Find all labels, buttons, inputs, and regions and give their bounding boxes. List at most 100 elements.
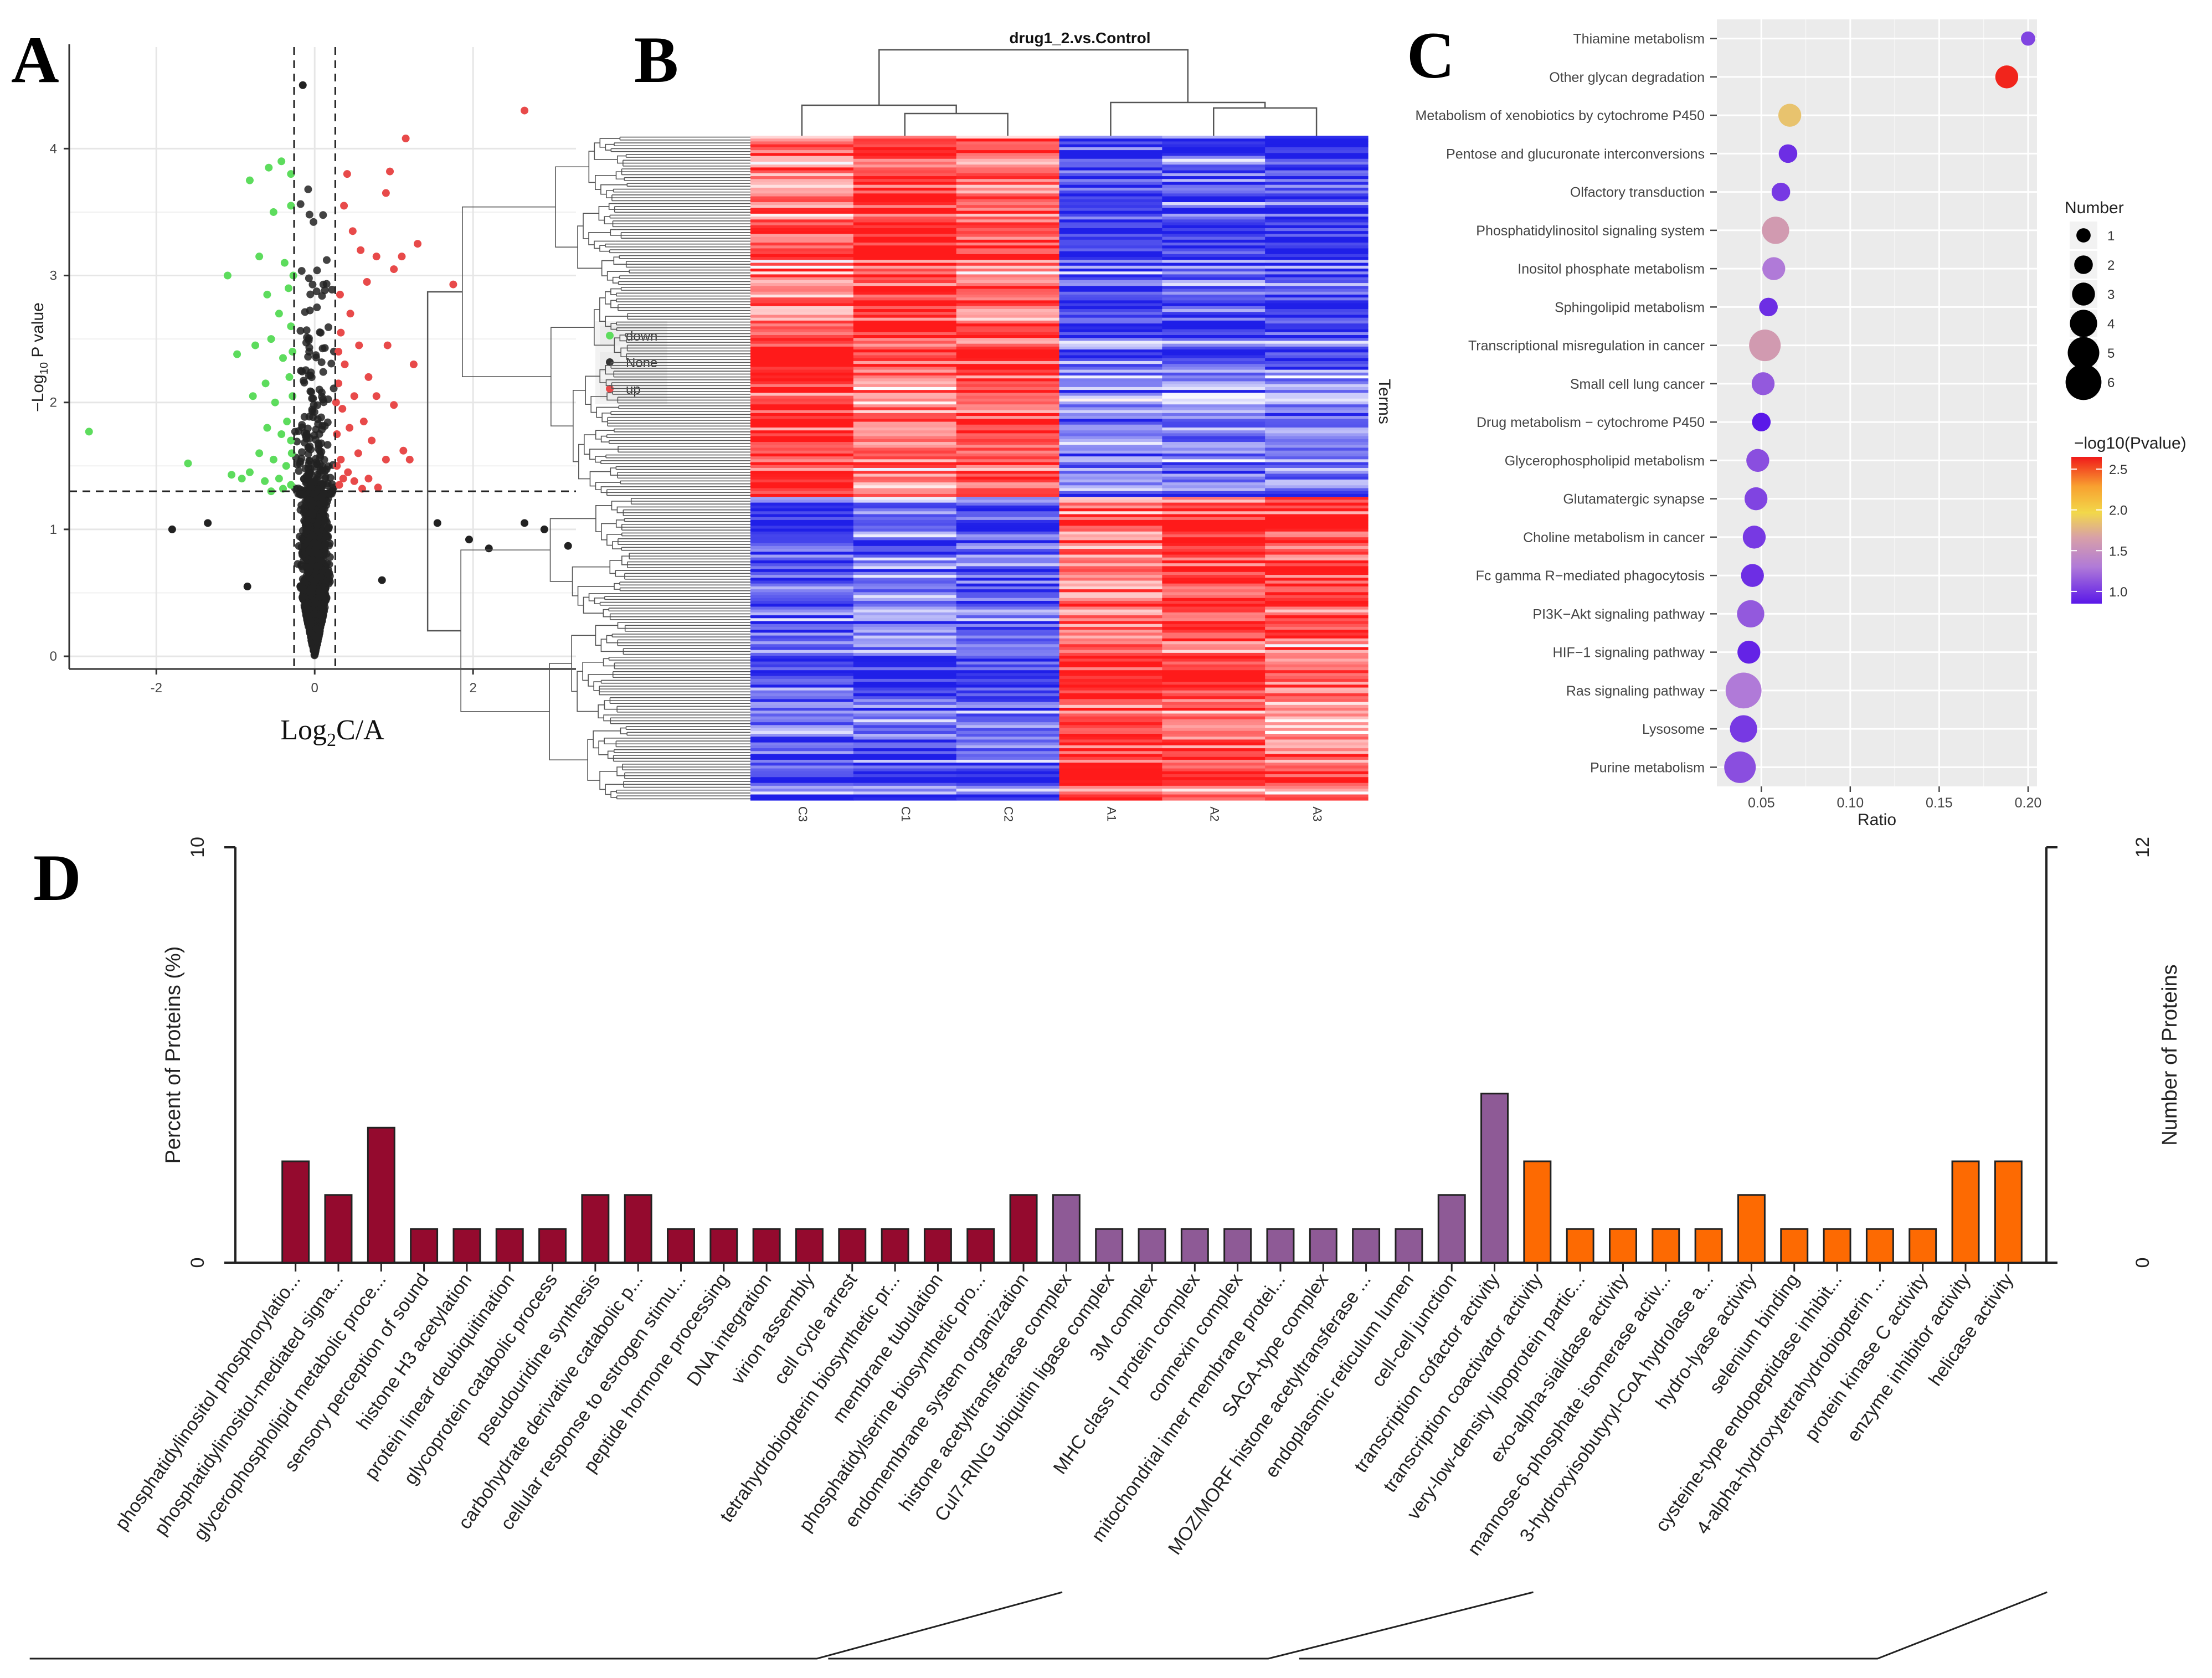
- heatmap-cell: [750, 777, 854, 781]
- heatmap-cell: [1265, 170, 1369, 174]
- heatmap-cell: [750, 765, 854, 769]
- heatmap-cell: [750, 243, 854, 246]
- volcano-point-none: [296, 327, 305, 335]
- heatmap-cell: [956, 540, 1060, 544]
- heatmap-cell: [1162, 167, 1266, 171]
- heatmap-cell: [1162, 372, 1266, 376]
- heatmap-cell: [1162, 453, 1266, 457]
- bar: [966, 1228, 995, 1264]
- heatmap-cell: [750, 228, 854, 231]
- heatmap-cell: [750, 618, 854, 622]
- heatmap-cell: [750, 161, 854, 165]
- bar: [1694, 1228, 1723, 1264]
- heatmap-cell: [853, 632, 957, 636]
- heatmap-cell: [1059, 488, 1162, 492]
- heatmap-cell: [1059, 210, 1162, 214]
- heatmap-cell: [1059, 511, 1162, 515]
- volcano-point-down: [269, 208, 277, 216]
- heatmap-cell: [956, 578, 1060, 581]
- row-dendrogram-branch: [572, 566, 610, 596]
- heatmap-cell: [1162, 228, 1266, 231]
- volcano-point-none: [300, 378, 308, 387]
- dot-plot-term-label: Fc gamma R−mediated phagocytosis: [1476, 568, 1705, 584]
- heatmap-cell: [956, 468, 1060, 471]
- heatmap-cell: [956, 297, 1060, 301]
- bar: [1609, 1228, 1637, 1264]
- volcano-point-up: [344, 468, 352, 476]
- heatmap-cell: [1265, 277, 1369, 281]
- heatmap-cell: [1059, 450, 1162, 454]
- heatmap-cell: [853, 445, 957, 449]
- row-dendrogram-branch: [621, 555, 630, 565]
- heatmap-cell: [1162, 575, 1266, 578]
- heatmap-cell: [956, 583, 1060, 587]
- heatmap-cell: [750, 560, 854, 564]
- heatmap-cell: [853, 352, 957, 356]
- heatmap-cell: [1162, 202, 1266, 205]
- heatmap-cell: [1162, 367, 1266, 370]
- heatmap-cell: [1059, 713, 1162, 717]
- heatmap-cell: [956, 508, 1060, 512]
- row-dendrogram-branch: [598, 740, 608, 755]
- heatmap-cell: [1162, 306, 1266, 310]
- dot-plot-term-label: Choline metabolism in cancer: [1523, 530, 1705, 545]
- heatmap-cell: [1162, 404, 1266, 408]
- heatmap-cell: [750, 763, 854, 766]
- heatmap-cell: [853, 626, 957, 630]
- heatmap-cell: [956, 384, 1060, 388]
- heatmap-cell: [956, 320, 1060, 324]
- heatmap-cell: [750, 456, 854, 460]
- heatmap-cell: [853, 604, 957, 608]
- heatmap-cell: [1265, 589, 1369, 593]
- heatmap-cell: [1059, 317, 1162, 321]
- heatmap-cell: [1059, 433, 1162, 437]
- volcano-point-none: [319, 211, 327, 219]
- heatmap-cell: [853, 543, 957, 547]
- volcano-point-none: [305, 460, 313, 468]
- heatmap-cell: [1162, 514, 1266, 518]
- heatmap-cell: [1162, 402, 1266, 405]
- heatmap-cell: [1265, 569, 1369, 573]
- volcano-point-none: [306, 306, 314, 315]
- heatmap-cell: [1162, 158, 1266, 162]
- heatmap-cell: [1162, 650, 1266, 653]
- heatmap-cell: [956, 765, 1060, 769]
- heatmap-cell: [853, 372, 957, 376]
- heatmap-cell: [1059, 225, 1162, 229]
- heatmap-cell: [750, 395, 854, 399]
- heatmap-cell: [1059, 332, 1162, 336]
- heatmap-cell: [1059, 199, 1162, 203]
- heatmap-cell: [956, 618, 1060, 622]
- heatmap-cell: [1265, 745, 1369, 749]
- heatmap-cell: [750, 184, 854, 188]
- heatmap-cell: [1059, 459, 1162, 463]
- heatmap-cell: [853, 511, 957, 515]
- heatmap-cell: [1265, 473, 1369, 477]
- heatmap-cell: [750, 312, 854, 316]
- heatmap-cell: [1059, 476, 1162, 480]
- heatmap-cell: [750, 647, 854, 651]
- heatmap-cell: [750, 734, 854, 737]
- row-dendrogram-branch: [600, 435, 609, 442]
- heatmap-cell: [956, 251, 1060, 255]
- heatmap-cell: [1162, 734, 1266, 737]
- heatmap-cell: [750, 523, 854, 526]
- volcano-point-up: [337, 328, 345, 337]
- heatmap-cell: [956, 759, 1060, 763]
- heatmap-cell: [853, 641, 957, 645]
- heatmap-cell: [956, 450, 1060, 454]
- heatmap-cell: [956, 704, 1060, 708]
- heatmap-cell: [1059, 191, 1162, 194]
- volcano-point-none: [307, 533, 315, 541]
- heatmap-cell: [1265, 797, 1369, 801]
- heatmap-cell: [1162, 156, 1266, 159]
- bar-right-tick-label: 12: [2132, 837, 2153, 858]
- heatmap-cell: [1059, 598, 1162, 601]
- volcano-point-down: [85, 428, 93, 436]
- volcano-y-tick-label: 0: [50, 649, 57, 664]
- heatmap-cell: [1059, 456, 1162, 460]
- heatmap-cell: [1162, 783, 1266, 786]
- heatmap-cell: [853, 554, 957, 558]
- volcano-point-down: [228, 471, 236, 479]
- heatmap-cell: [853, 684, 957, 688]
